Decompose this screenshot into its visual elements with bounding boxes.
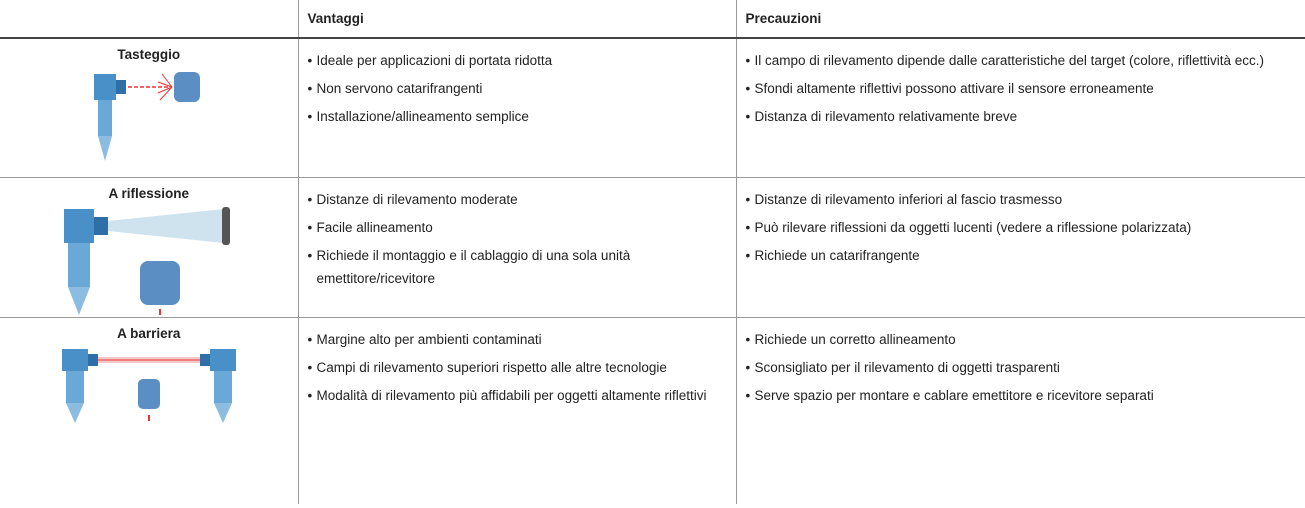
header-row: Vantaggi Precauzioni — [0, 0, 1305, 39]
header-cell: Vantaggi — [297, 0, 737, 39]
advantage: Ideale per applicazioni di portata ridot… — [308, 49, 726, 72]
type-cell: A barriera — [0, 317, 299, 504]
header-empty — [0, 0, 299, 39]
advantage: Distanze di rilevamento moderate — [308, 188, 726, 211]
precaution: Può rilevare riflessioni da oggetti luce… — [746, 216, 1296, 239]
precautions-cell: Richiede un corretto allineamento Sconsi… — [735, 317, 1305, 504]
advantage: Modalità di rilevamento più affidabili p… — [308, 384, 726, 407]
advantage: Campi di rilevamento superiori rispetto … — [308, 356, 726, 379]
advantage: Facile allineamento — [308, 216, 726, 239]
advantages-cell: Ideale per applicazioni di portata ridot… — [297, 37, 737, 178]
advantages-cell: Distanze di rilevamento moderate Facile … — [297, 177, 737, 318]
row-title: A riflessione — [108, 186, 190, 201]
advantage: Richiede il montaggio e il cablaggio di … — [308, 244, 726, 290]
precaution: Distanza di rilevamento relativamente br… — [746, 105, 1296, 128]
advantages-cell: Margine alto per ambienti contaminati Ca… — [297, 317, 737, 504]
advantage: Non servono catarifrangenti — [308, 77, 726, 100]
icon — [93, 72, 200, 161]
icon — [61, 349, 236, 423]
precautions-cell: Distanze di rilevamento inferiori al fas… — [735, 177, 1305, 318]
precaution: Serve spazio per montare e cablare emett… — [746, 384, 1296, 407]
row-title: A barriera — [117, 326, 181, 341]
precautions-cell: Il campo di rilevamento dipende dalle ca… — [735, 37, 1305, 178]
type-cell: A riflessione — [0, 177, 299, 318]
precaution: Sfondi altamente riflettivi possono atti… — [746, 77, 1296, 100]
row: A riflessione Distanze di rilevamento mo… — [0, 177, 1305, 318]
precaution: Richiede un corretto allineamento — [746, 328, 1296, 351]
precaution: Il campo di rilevamento dipende dalle ca… — [746, 49, 1296, 72]
row: Tasteggio Ideale per applicazioni di por… — [0, 37, 1305, 178]
advantage: Installazione/allineamento semplice — [308, 105, 726, 128]
row: A barriera Margine alto per ambienti con… — [0, 317, 1305, 504]
precaution: Sconsigliato per il rilevamento di ogget… — [746, 356, 1296, 379]
precaution: Richiede un catarifrangente — [746, 244, 1296, 267]
precaution: Distanze di rilevamento inferiori al fas… — [746, 188, 1296, 211]
advantage: Margine alto per ambienti contaminati — [308, 328, 726, 351]
header-cell: Precauzioni — [735, 0, 1305, 39]
type-cell: Tasteggio — [0, 37, 299, 178]
icon — [63, 207, 230, 315]
row-title: Tasteggio — [117, 47, 181, 62]
